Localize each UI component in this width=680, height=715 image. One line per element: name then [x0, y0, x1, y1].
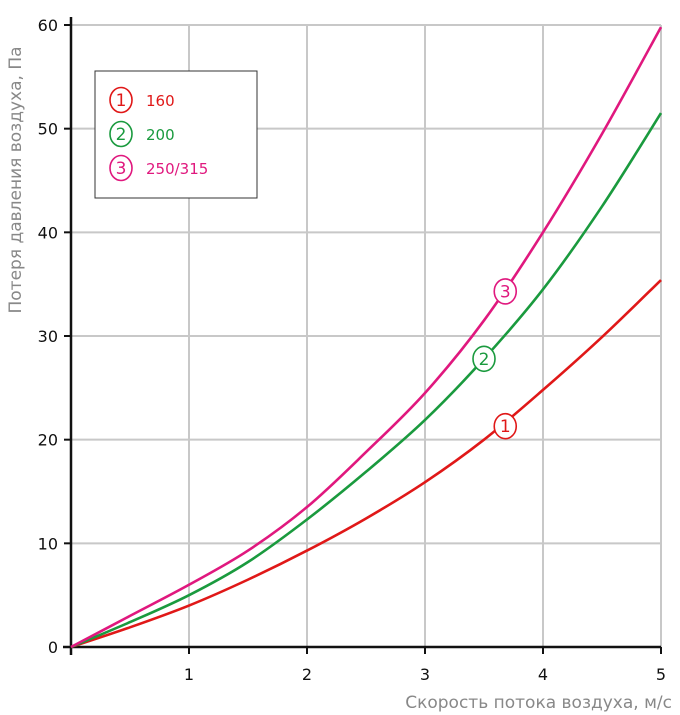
series-markers: 1 2 3: [472, 278, 518, 440]
x-tick-label: 4: [538, 665, 548, 684]
marker-circle: [493, 278, 518, 305]
marker-number: 2: [479, 350, 490, 370]
y-axis-title: Потеря давления воздуха, Па: [6, 46, 26, 313]
legend-marker-number: 1: [116, 91, 127, 111]
legend-label: 160: [146, 92, 175, 110]
y-tick-label: 10: [38, 534, 58, 553]
marker-circle: [493, 412, 518, 440]
legend-marker-circle: [109, 120, 133, 148]
legend-marker-number: 2: [116, 125, 127, 145]
x-tick-label: 1: [184, 665, 194, 684]
x-tick-label: 3: [420, 665, 430, 684]
legend-marker-number: 3: [116, 159, 127, 179]
series-line-3: [70, 26, 663, 649]
y-tick-label: 60: [38, 16, 58, 35]
series-marker-1: 1: [493, 412, 518, 440]
y-tick-label: 30: [38, 327, 58, 346]
y-tick-label: 20: [38, 431, 58, 450]
series-marker-3: 3: [493, 278, 518, 305]
marker-number: 3: [500, 282, 511, 302]
marker-number: 1: [500, 417, 511, 437]
axes: [63, 17, 662, 655]
y-tick-label: 0: [48, 638, 58, 657]
legend-marker-circle: [109, 86, 133, 114]
marker-circle: [472, 345, 496, 373]
legend-item-2: 2 200: [109, 120, 175, 148]
x-tick-label: 5: [656, 665, 666, 684]
series-lines: [70, 26, 663, 649]
series-line-1: [70, 279, 662, 649]
legend-item-3: 3 250/315: [109, 154, 208, 182]
legend-label: 250/315: [146, 160, 208, 178]
legend-marker-circle: [109, 154, 133, 182]
legend-item-1: 1 160: [109, 86, 175, 114]
y-tick-label: 50: [38, 120, 58, 139]
grid: [71, 24, 662, 647]
x-tick-label: 2: [302, 665, 312, 684]
y-tick-label: 40: [38, 223, 58, 242]
legend: 1 160 2 200 3 250/315: [94, 70, 258, 199]
legend-label: 200: [146, 126, 175, 144]
series-line-2: [70, 112, 663, 649]
series-marker-2: 2: [472, 345, 496, 373]
x-axis-title: Скорость потока воздуха, м/с: [405, 693, 672, 713]
